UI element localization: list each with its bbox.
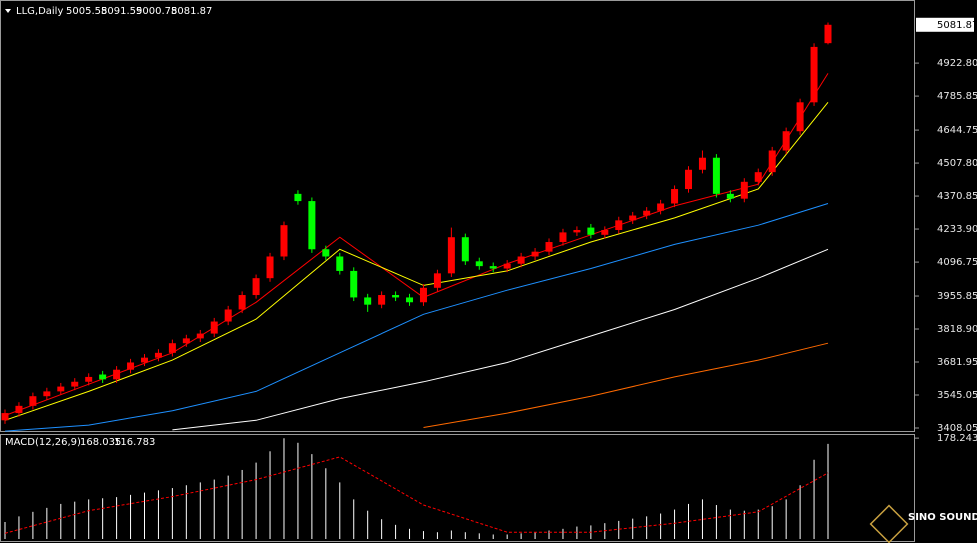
candle-body [168, 343, 176, 353]
candle-body [350, 270, 358, 298]
candle-body [489, 266, 497, 269]
candle-body [406, 297, 414, 303]
moving-average [423, 342, 829, 428]
candle-body [308, 201, 316, 250]
candle-body [573, 229, 581, 233]
menu-arrow [5, 9, 11, 13]
candle-body [210, 321, 218, 334]
watermark-logo [869, 504, 909, 543]
candle-body [657, 203, 665, 211]
candle-body [517, 256, 525, 264]
y-tick-label: 4096.75 [937, 257, 977, 268]
candle-body [601, 229, 609, 235]
candle-body [43, 391, 51, 397]
candle-body [712, 157, 720, 194]
candle-body [796, 102, 804, 132]
candle-body [810, 46, 818, 103]
y-tick-label: 178.243 [937, 433, 977, 444]
candle-body [336, 256, 344, 271]
candle-body [461, 237, 469, 262]
macd-panel-frame [0, 434, 915, 542]
y-tick-label: 4233.90 [937, 224, 977, 235]
candle-body [29, 396, 37, 406]
candle-body [252, 278, 260, 296]
candle-body [419, 287, 427, 303]
candle-body [154, 352, 162, 358]
y-tick-label: 3955.85 [937, 291, 977, 302]
moving-average [4, 203, 829, 432]
macd-main-value: 168.035 [80, 437, 121, 448]
y-tick-label: 4507.80 [937, 158, 977, 169]
candle-body [740, 181, 748, 199]
candle-body [782, 131, 790, 151]
candle-body [615, 220, 623, 230]
candle-body [85, 376, 93, 382]
candle-body [545, 242, 553, 252]
candle-body [224, 309, 232, 322]
y-tick-label: 3408.05 [937, 423, 977, 434]
candle-body [1, 413, 9, 421]
last-price-box [916, 17, 974, 32]
candle-body [587, 227, 595, 235]
symbol-title: LLG,Daily [16, 6, 63, 17]
candle-body [433, 273, 441, 288]
candle-body [503, 263, 511, 269]
macd-signal-value: 116.783 [114, 437, 155, 448]
candle-body [182, 338, 190, 344]
candle-body [824, 24, 832, 44]
candle-body [671, 189, 679, 204]
candle-body [364, 297, 372, 305]
y-tick-label: 3545.05 [937, 390, 977, 401]
candle-body [99, 374, 107, 380]
y-tick-label: 4785.85 [937, 91, 977, 102]
candle-body [113, 369, 121, 380]
y-tick-label: 4922.80 [937, 58, 977, 69]
last-price-label: 5081.87 [937, 20, 977, 31]
header-high: 5091.59 [101, 6, 142, 17]
candle-body [294, 193, 302, 202]
price-panel-frame [0, 0, 915, 432]
candle-body [643, 210, 651, 216]
candle-body [698, 157, 706, 170]
macd-signal [4, 456, 829, 534]
candle-body [238, 295, 246, 310]
candle-body [531, 251, 539, 257]
watermark: SINO SOUND [908, 512, 977, 523]
candle-body [266, 256, 274, 279]
candle-body [140, 357, 148, 363]
candle-body [768, 150, 776, 173]
y-tick-label: 3681.95 [937, 357, 977, 368]
macd-title: MACD(12,26,9) [5, 437, 81, 448]
candle-body [475, 261, 483, 267]
candle-body [57, 386, 65, 392]
header-open: 5005.58 [66, 6, 107, 17]
candle-body [15, 405, 23, 414]
candle-body [629, 215, 637, 221]
header-close: 5081.87 [171, 6, 212, 17]
candle-body [559, 232, 567, 243]
candle-body [127, 362, 135, 370]
candle-body [392, 295, 400, 298]
moving-average [4, 101, 829, 421]
candle-body [322, 249, 330, 257]
candle-body [726, 193, 734, 199]
candle-body [447, 237, 455, 274]
header-low: 5000.78 [136, 6, 177, 17]
candle-body [280, 225, 288, 257]
price-plot [1, 22, 832, 432]
moving-average [172, 248, 829, 431]
y-tick-label: 4370.85 [937, 191, 977, 202]
y-tick-label: 4644.75 [937, 125, 977, 136]
candle-body [378, 295, 386, 305]
candle-body [71, 381, 79, 387]
candle-body [754, 172, 762, 182]
macd-plot [4, 438, 829, 539]
candle-body [685, 169, 693, 190]
candle-body [196, 333, 204, 339]
y-tick-label: 3818.90 [937, 324, 977, 335]
